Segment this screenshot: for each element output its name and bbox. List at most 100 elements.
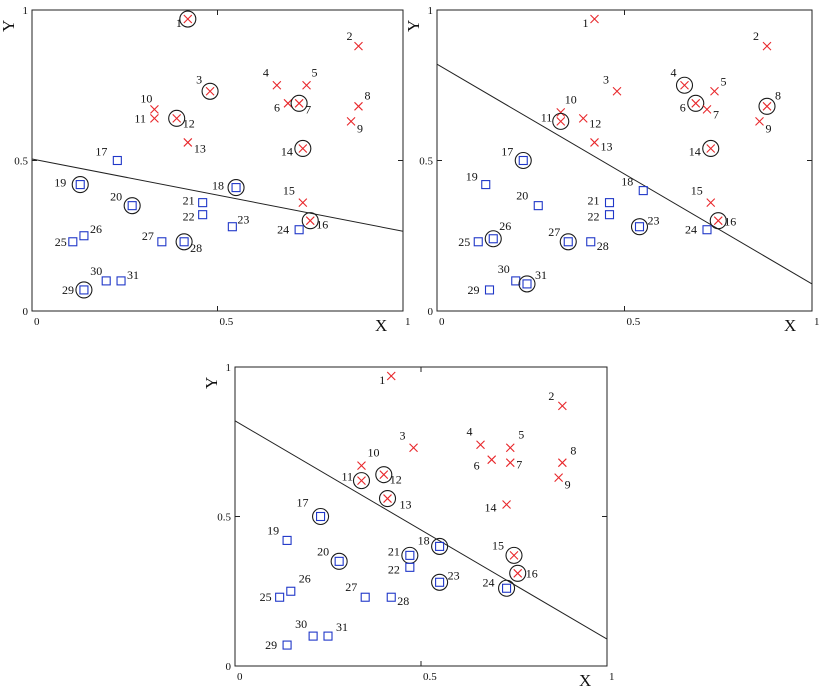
cross-stroke xyxy=(505,458,515,468)
point-label: 20 xyxy=(317,544,329,558)
support-vector-circle xyxy=(401,546,419,564)
cross-point xyxy=(505,458,515,468)
cross-stroke xyxy=(755,116,764,126)
y-tick-label: 0.5 xyxy=(14,156,28,168)
point-label: 15 xyxy=(492,538,504,552)
point-label: 2 xyxy=(548,389,554,403)
point-label: 19 xyxy=(466,170,478,184)
point-label: 31 xyxy=(336,620,348,634)
cross-point xyxy=(509,550,519,560)
point-label: 4 xyxy=(263,65,269,79)
cross-stroke xyxy=(554,473,564,483)
point-label: 5 xyxy=(312,65,318,79)
cross-stroke xyxy=(509,550,519,560)
cross-point xyxy=(557,458,567,468)
point-label: 25 xyxy=(55,235,67,249)
cross-point xyxy=(354,101,363,111)
cross-point xyxy=(150,113,159,123)
y-tick-label: 0.5 xyxy=(217,512,231,524)
support-vector-circle xyxy=(301,212,319,230)
cross-stroke xyxy=(612,86,622,96)
square-point xyxy=(386,592,396,602)
x-tick-label: 0.5 xyxy=(627,316,641,328)
point-label: 8 xyxy=(570,444,576,458)
point-label: 1 xyxy=(379,373,385,387)
cross-point xyxy=(294,98,304,108)
point-label: 17 xyxy=(501,145,513,159)
square-point xyxy=(604,210,615,220)
cross-point xyxy=(357,461,366,471)
cross-point xyxy=(409,443,418,453)
support-vector-circle xyxy=(378,490,397,508)
cross-stroke xyxy=(762,41,772,51)
point-label: 27 xyxy=(142,229,154,243)
cross-stroke xyxy=(590,138,599,147)
x-tick-label: 1 xyxy=(405,316,411,328)
support-vector-circle xyxy=(431,573,449,591)
square-point xyxy=(198,198,208,208)
point-label: 7 xyxy=(516,458,522,472)
point-label: 6 xyxy=(274,100,280,114)
point-label: 28 xyxy=(397,594,409,608)
cross-stroke xyxy=(354,41,363,51)
cross-stroke xyxy=(680,80,689,90)
cross-stroke xyxy=(357,476,366,486)
square-point xyxy=(116,276,126,286)
square-point xyxy=(586,237,596,247)
square-point xyxy=(502,583,512,593)
support-vector-circle xyxy=(168,109,186,127)
point-label: 5 xyxy=(518,428,524,442)
cross-stroke xyxy=(713,216,723,226)
support-vector-circle xyxy=(709,212,727,230)
cross-point xyxy=(706,198,716,208)
y-axis-label: Y xyxy=(404,20,423,32)
support-vector-circle xyxy=(201,82,219,100)
point-label: 7 xyxy=(713,107,719,121)
point-label: 12 xyxy=(183,116,195,130)
point-label: 11 xyxy=(341,470,353,484)
cross-point xyxy=(383,494,392,503)
cross-point xyxy=(272,80,282,90)
square-point xyxy=(435,577,445,587)
cross-point xyxy=(505,443,515,453)
separator-line xyxy=(31,158,404,232)
point-label: 27 xyxy=(345,580,357,594)
point-label: 2 xyxy=(753,29,759,43)
x-tick-label: 0.5 xyxy=(423,671,437,683)
square-point xyxy=(405,562,415,572)
square-point xyxy=(604,198,615,208)
point-label: 27 xyxy=(548,225,560,239)
cross-point xyxy=(557,401,567,411)
cross-point xyxy=(713,216,723,226)
support-vector-circle xyxy=(552,112,570,130)
cross-stroke xyxy=(386,371,396,381)
point-label: 21 xyxy=(388,544,400,558)
cross-point xyxy=(513,568,523,578)
cross-stroke xyxy=(556,116,566,126)
cross-point xyxy=(556,107,566,117)
cross-stroke xyxy=(557,401,567,411)
cross-stroke xyxy=(150,104,159,114)
cross-stroke xyxy=(150,113,159,123)
point-label: 15 xyxy=(283,184,295,198)
cross-point xyxy=(298,198,308,208)
y-tick-label: 0.5 xyxy=(419,156,433,168)
cross-stroke xyxy=(346,116,356,126)
point-label: 12 xyxy=(390,473,402,487)
support-vector-circle xyxy=(758,97,776,115)
square-point xyxy=(533,201,543,211)
point-label: 9 xyxy=(766,121,772,135)
x-axis-label: X xyxy=(784,316,796,335)
square-point xyxy=(323,631,333,641)
cross-point xyxy=(706,144,716,153)
square-point xyxy=(282,535,292,545)
cross-point xyxy=(502,500,511,509)
point-label: 4 xyxy=(671,65,677,79)
cross-point xyxy=(762,101,772,111)
cross-stroke xyxy=(578,113,588,123)
square-point xyxy=(68,237,78,247)
support-vector-circle xyxy=(352,472,371,490)
cross-stroke xyxy=(476,440,485,450)
point-label: 16 xyxy=(316,218,328,232)
point-label: 13 xyxy=(601,139,613,153)
